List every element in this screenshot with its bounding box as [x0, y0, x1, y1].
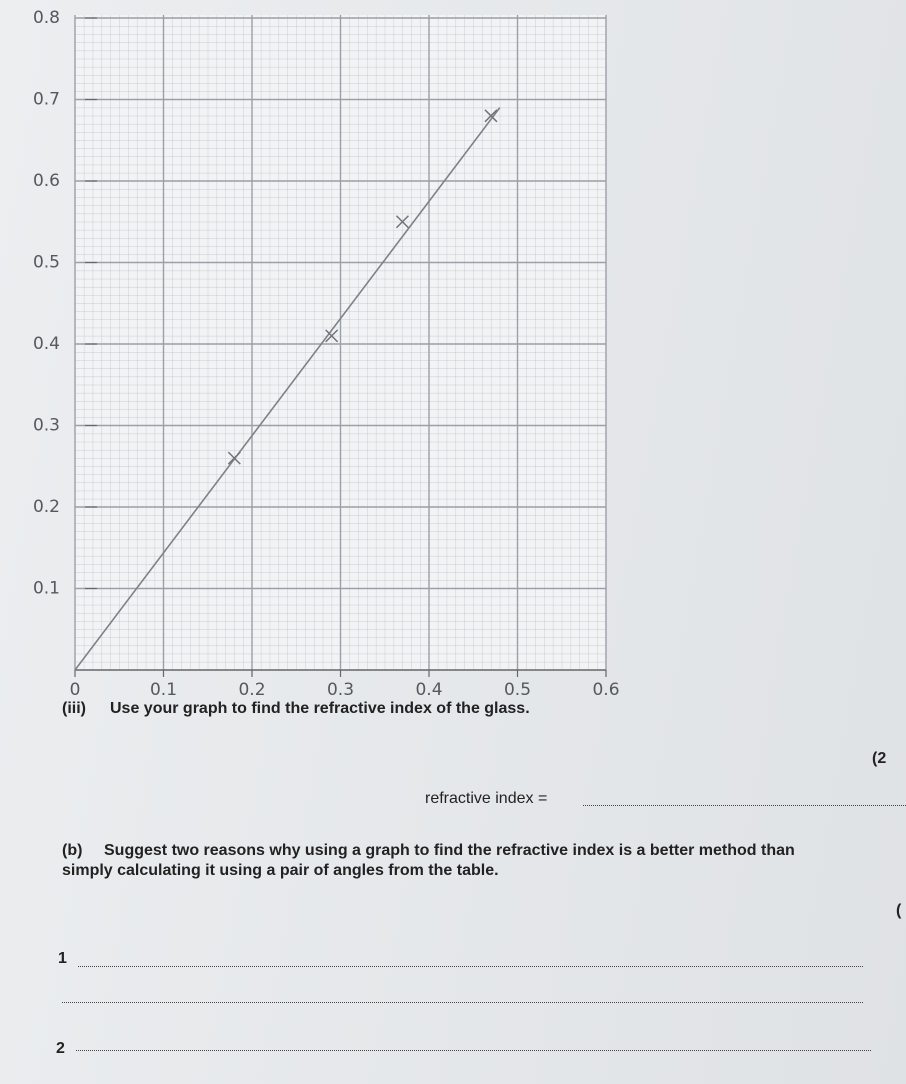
y-tick-label: 0.7: [33, 90, 60, 110]
x-tick-label: 0.4: [415, 680, 442, 700]
x-tick-label: 0.1: [150, 680, 177, 700]
answer-number: 1: [58, 950, 67, 967]
answer-line: [583, 805, 906, 806]
question-text: Use your graph to find the refractive in…: [110, 700, 530, 717]
graph: 0 0.1 0.2 0.3 0.4 0.5 0.6 0.1 0.2 0.3 0.4 0.5 0.6 0.7…: [33, 8, 620, 700]
question-text: Suggest two reasons why using a graph to…: [104, 842, 795, 859]
data-point: [325, 329, 339, 343]
best-fit-line: [74, 107, 501, 671]
data-point: [227, 451, 241, 465]
marks: (: [896, 902, 902, 919]
data-point: [484, 109, 498, 123]
answer-line: [78, 966, 863, 967]
answer-line: [62, 1002, 863, 1003]
x-tick-label: 0: [70, 680, 81, 700]
x-tick-label: 0.6: [592, 680, 619, 700]
answer-number: 2: [56, 1040, 65, 1057]
answer-label: refractive index =: [425, 790, 548, 807]
x-tick-label: 0.3: [327, 680, 354, 700]
y-tick-label: 0.8: [33, 8, 60, 28]
x-tick-label: 0.5: [504, 680, 531, 700]
data-point: [395, 215, 409, 229]
y-tick-label: 0.3: [33, 416, 60, 436]
y-tick-label: 0.4: [33, 334, 60, 354]
question-label: (b): [62, 842, 83, 859]
y-tick-label: 0.2: [33, 497, 60, 517]
y-tick-label: 0.6: [33, 171, 60, 191]
question-label: (iii): [62, 700, 86, 717]
x-tick-label: 0.2: [238, 680, 265, 700]
answer-line: [76, 1050, 871, 1051]
question-text: simply calculating it using a pair of an…: [62, 862, 499, 879]
y-tick-label: 0.1: [33, 579, 60, 599]
marks: (2: [872, 750, 887, 767]
y-tick-label: 0.5: [33, 253, 60, 273]
